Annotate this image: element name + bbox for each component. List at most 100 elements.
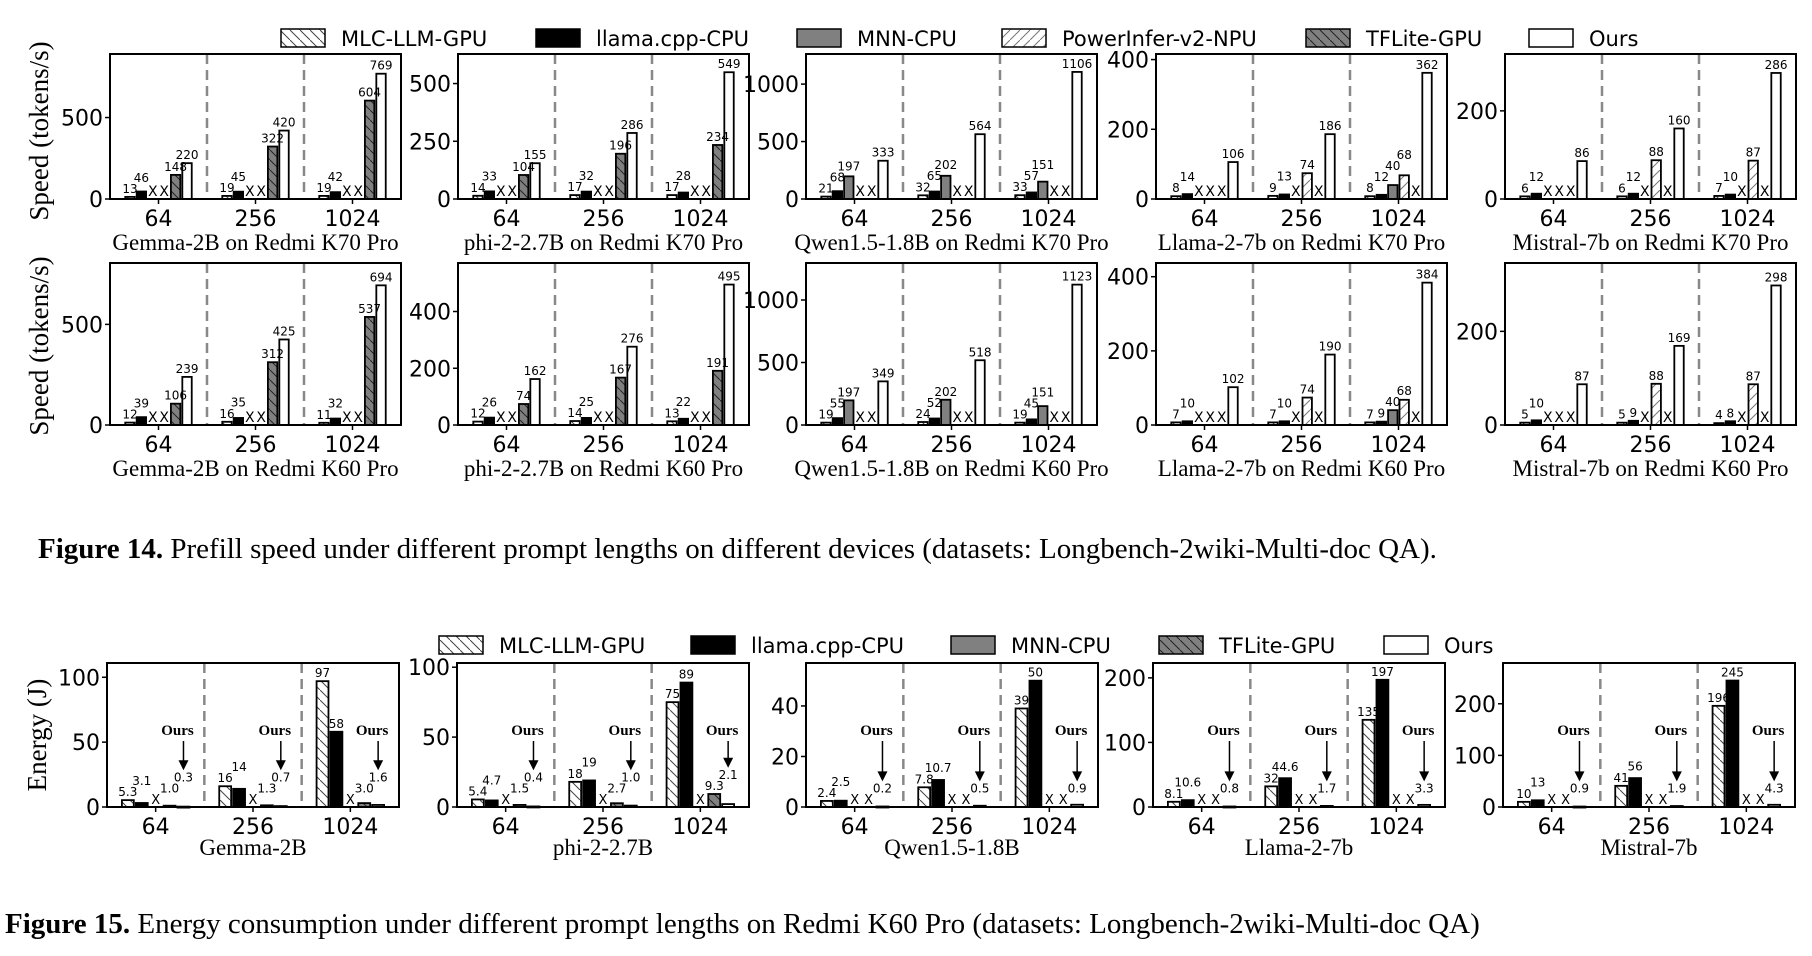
value-label: 13 — [122, 182, 137, 196]
value-label: 286 — [1765, 58, 1788, 72]
value-label: 6 — [1521, 181, 1529, 195]
value-label: 234 — [706, 130, 729, 144]
y-tick-label: 0 — [1482, 796, 1496, 821]
legend-label: MLC-LLM-GPU — [341, 27, 487, 51]
value-label: 694 — [370, 270, 393, 284]
value-label: 12 — [1374, 170, 1389, 184]
x-tick-label: 1024 — [1021, 207, 1077, 232]
value-label: 3.1 — [132, 774, 151, 788]
bar-mnn-cpu — [940, 398, 952, 426]
value-label: 7 — [1269, 407, 1277, 421]
value-label: 56 — [1627, 760, 1642, 774]
value-label: 17 — [567, 180, 582, 194]
bar-powerinfer-v2-npu — [1650, 159, 1662, 200]
x-tick-label: 256 — [931, 815, 973, 840]
x-tick-label: 64 — [145, 207, 173, 232]
value-label: 537 — [358, 302, 381, 316]
ours-arrowhead-icon — [1072, 771, 1083, 782]
unsupported-marker: X — [1291, 184, 1301, 200]
bar-ours — [1421, 71, 1433, 200]
unsupported-marker: X — [159, 184, 169, 200]
chart-title: phi-2-2.7B — [553, 835, 653, 860]
value-label: 1106 — [1062, 57, 1093, 71]
value-label: 151 — [1031, 385, 1054, 399]
unsupported-marker: X — [151, 793, 160, 808]
unsupported-marker: X — [496, 410, 506, 426]
value-label: 564 — [969, 119, 992, 133]
ours-annotation: Ours — [609, 723, 642, 739]
value-label: 12 — [122, 408, 137, 422]
bar-mlc-llm-gpu — [917, 786, 932, 808]
ours-annotation: Ours — [1305, 723, 1338, 739]
value-label: 0.4 — [524, 770, 543, 784]
bar-llama-cpp-cpu — [1530, 799, 1545, 808]
bar-llama-cpp-cpu — [232, 417, 244, 426]
bar-mlc-llm-gpu — [218, 785, 233, 808]
value-label: 106 — [164, 389, 187, 403]
plot-frame — [1155, 53, 1448, 200]
bar-tflite-gpu — [364, 99, 376, 200]
unsupported-marker: X — [1314, 184, 1324, 200]
y-tick-label: 0 — [1132, 796, 1146, 821]
value-label: 1.6 — [369, 770, 388, 784]
unsupported-marker: X — [496, 184, 506, 200]
bar-ours — [1071, 283, 1083, 426]
bar-mnn-cpu — [843, 175, 855, 200]
unsupported-marker: X — [1554, 184, 1564, 200]
chart-title: Llama-2-7b — [1245, 835, 1354, 860]
value-label: 46 — [134, 171, 149, 185]
unsupported-marker: X — [593, 410, 603, 426]
y-tick-label: 0 — [1484, 188, 1498, 213]
legend-swatch-tflite-gpu — [1158, 635, 1204, 655]
value-label: 10 — [1277, 396, 1292, 410]
y-axis-label: Energy (J) — [22, 679, 52, 792]
value-label: 87 — [1746, 146, 1761, 160]
bar-powerinfer-v2-npu — [1301, 396, 1313, 426]
ours-annotation: Ours — [860, 723, 893, 739]
unsupported-marker: X — [148, 184, 158, 200]
value-label: 52 — [927, 396, 942, 410]
x-tick-label: 256 — [235, 207, 277, 232]
unsupported-marker: X — [1291, 410, 1301, 426]
unsupported-marker: X — [855, 184, 865, 200]
unsupported-marker: X — [1760, 410, 1770, 426]
bar-llama-cpp-cpu — [582, 779, 596, 808]
value-label: 41 — [1614, 771, 1629, 785]
value-label: 33 — [1012, 180, 1027, 194]
bar-llama-cpp-cpu — [329, 730, 344, 808]
x-tick-label: 1024 — [325, 207, 381, 232]
y-tick-label: 500 — [61, 313, 103, 338]
value-label: 68 — [1397, 148, 1412, 162]
unsupported-marker: X — [501, 793, 510, 808]
x-tick-label: 1024 — [1718, 815, 1774, 840]
y-tick-label: 250 — [409, 130, 451, 155]
chart-title: Qwen1.5-1.8B — [884, 835, 1019, 860]
bar-ours — [974, 359, 986, 426]
unsupported-marker: X — [964, 410, 974, 426]
bar-mlc-llm-gpu — [1614, 784, 1629, 808]
value-label: 148 — [164, 160, 187, 174]
legend-label: llama.cpp-CPU — [751, 634, 904, 658]
plot-frame — [1502, 662, 1796, 808]
value-label: 5 — [1618, 408, 1626, 422]
ours-arrowhead-icon — [373, 760, 384, 771]
bar-powerinfer-v2-npu — [1650, 382, 1662, 426]
chart-title: phi-2-2.7B on Redmi K70 Pro — [464, 230, 743, 255]
value-label: 18 — [568, 767, 583, 781]
x-tick-label: 256 — [931, 207, 973, 232]
value-label: 32 — [579, 169, 594, 183]
legend-label: TFLite-GPU — [1218, 634, 1335, 658]
y-tick-label: 0 — [785, 188, 799, 213]
legend-swatch-llama-cpp-cpu — [690, 635, 736, 655]
unsupported-marker: X — [342, 184, 352, 200]
bar-tflite-gpu — [364, 316, 376, 426]
unsupported-marker: X — [256, 410, 266, 426]
value-label: 14 — [567, 406, 582, 420]
value-label: 333 — [872, 146, 895, 160]
x-tick-label: 256 — [1630, 433, 1672, 458]
x-tick-label: 64 — [493, 433, 521, 458]
y-tick-label: 0 — [785, 796, 799, 821]
